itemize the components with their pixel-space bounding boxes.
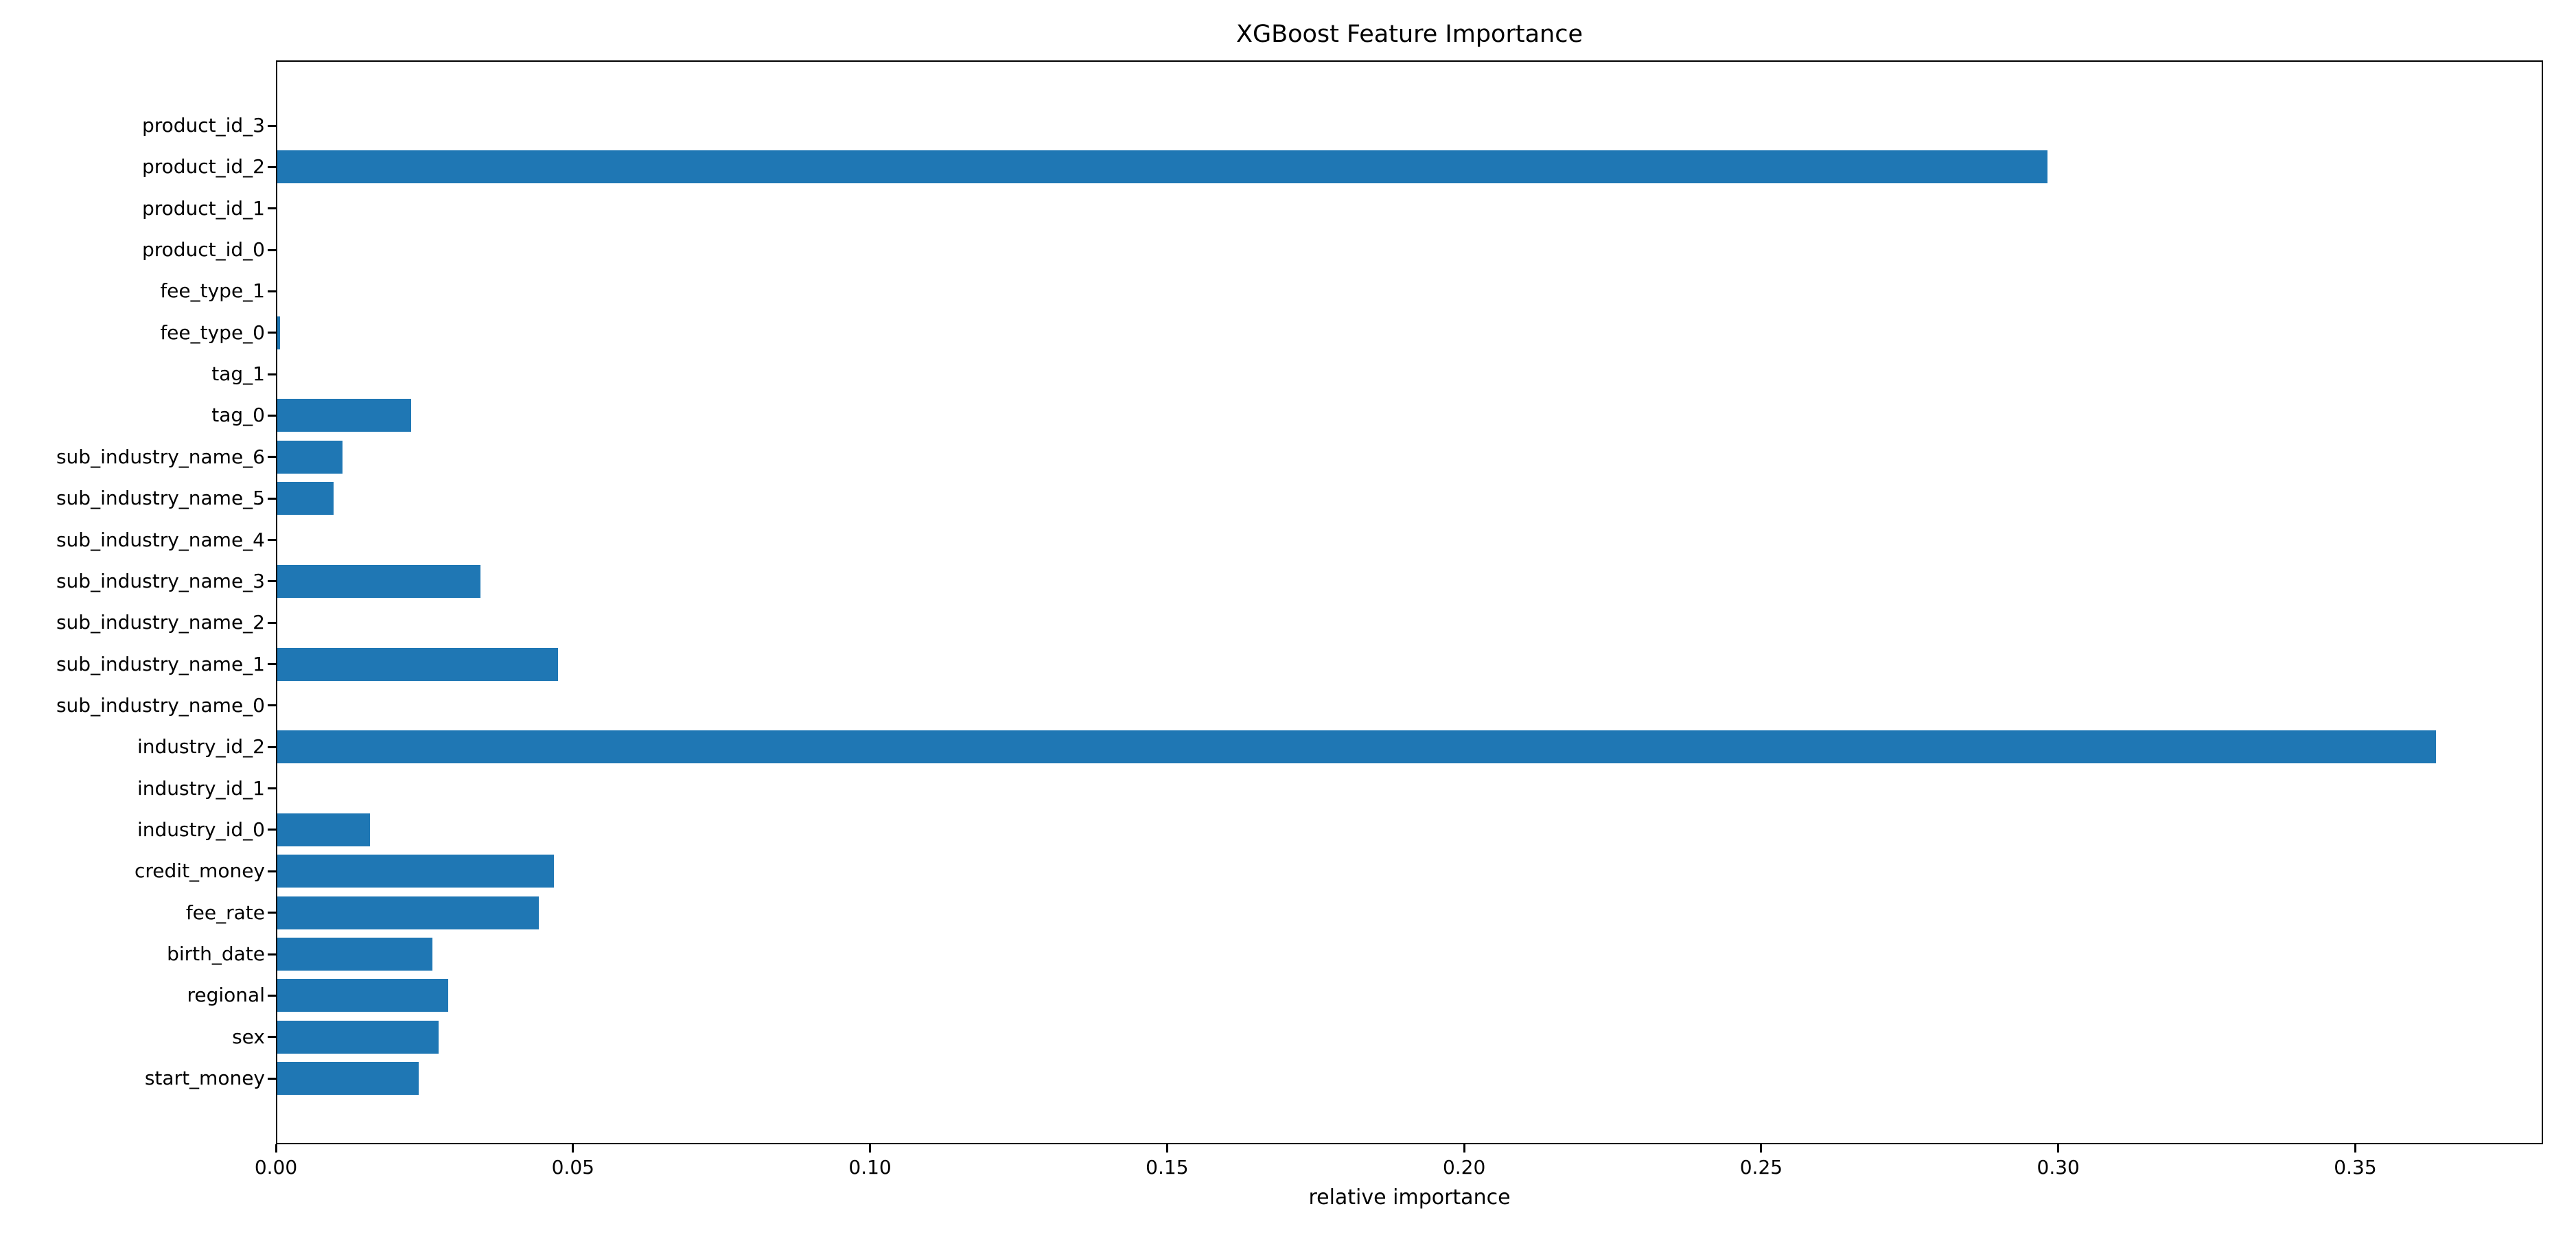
y-tick-sub_industry_name_6 [268,456,276,459]
x-tick-label-0.05: 0.05 [551,1156,594,1179]
y-tick-label-regional: regional [187,984,266,1007]
x-tick-0.00 [275,1144,277,1153]
y-tick-sub_industry_name_1 [268,663,276,666]
y-tick-label-fee_type_1: fee_type_1 [160,279,265,303]
y-tick-label-product_id_3: product_id_3 [141,114,265,137]
y-tick-label-birth_date: birth_date [167,942,265,965]
x-tick-0.15 [1165,1144,1168,1153]
y-tick-sex [268,1036,276,1039]
bar-sub_industry_name_6 [277,440,343,474]
x-tick-0.05 [572,1144,575,1153]
chart-title: XGBoost Feature Importance [1236,21,1583,48]
x-tick-0.10 [869,1144,872,1153]
y-tick-label-fee_type_0: fee_type_0 [160,321,265,344]
x-tick-label-0.30: 0.30 [2037,1156,2080,1179]
y-tick-label-sub_industry_name_2: sub_industry_name_2 [56,611,265,634]
y-tick-label-sub_industry_name_0: sub_industry_name_0 [56,693,265,717]
y-tick-start_money [268,1077,276,1080]
y-tick-label-credit_money: credit_money [135,859,265,883]
y-tick-tag_0 [268,414,276,417]
bar-sub_industry_name_3 [277,564,481,598]
y-tick-sub_industry_name_0 [268,704,276,707]
x-tick-label-0.00: 0.00 [254,1156,298,1179]
x-tick-0.20 [1463,1144,1465,1153]
y-tick-label-sub_industry_name_3: sub_industry_name_3 [56,569,265,592]
x-tick-0.25 [1760,1144,1763,1153]
y-tick-birth_date [268,953,276,956]
y-tick-credit_money [268,870,276,872]
bar-fee_type_0 [277,316,281,349]
bar-regional [277,979,449,1012]
y-tick-label-industry_id_2: industry_id_2 [137,735,265,759]
plot-area [276,60,2543,1144]
y-tick-fee_rate [268,912,276,914]
y-tick-tag_1 [268,373,276,375]
bar-credit_money [277,855,555,888]
y-tick-label-industry_id_1: industry_id_1 [137,776,265,800]
y-tick-label-product_id_1: product_id_1 [141,196,265,220]
y-tick-sub_industry_name_5 [268,497,276,500]
y-tick-label-product_id_0: product_id_0 [141,238,265,262]
y-tick-regional [268,994,276,997]
y-tick-label-product_id_2: product_id_2 [141,155,265,178]
y-tick-label-sub_industry_name_4: sub_industry_name_4 [56,528,265,551]
x-tick-0.30 [2057,1144,2060,1153]
y-tick-sub_industry_name_4 [268,539,276,541]
x-tick-label-0.25: 0.25 [1739,1156,1783,1179]
bar-start_money [277,1062,419,1096]
y-tick-sub_industry_name_3 [268,580,276,583]
y-tick-label-sub_industry_name_6: sub_industry_name_6 [56,445,265,468]
bar-sub_industry_name_1 [277,647,559,681]
x-tick-label-0.35: 0.35 [2334,1156,2377,1179]
x-tick-label-0.20: 0.20 [1442,1156,1486,1179]
bar-sex [277,1020,439,1054]
x-tick-label-0.10: 0.10 [848,1156,892,1179]
bar-industry_id_0 [277,813,371,846]
y-tick-label-industry_id_0: industry_id_0 [137,818,265,841]
x-axis-title: relative importance [1308,1185,1511,1209]
y-tick-product_id_0 [268,248,276,251]
y-tick-fee_type_1 [268,290,276,292]
y-tick-label-fee_rate: fee_rate [185,901,265,924]
y-tick-label-tag_1: tag_1 [211,362,265,386]
y-tick-product_id_2 [268,165,276,168]
bar-product_id_2 [277,150,2048,184]
y-tick-industry_id_0 [268,829,276,831]
y-tick-industry_id_1 [268,787,276,790]
bar-industry_id_2 [277,730,2436,764]
y-tick-industry_id_2 [268,745,276,748]
bar-fee_rate [277,896,539,929]
y-tick-label-sub_industry_name_5: sub_industry_name_5 [56,487,265,510]
y-tick-product_id_1 [268,207,276,210]
x-tick-0.35 [2354,1144,2356,1153]
bar-sub_industry_name_5 [277,482,334,516]
bar-birth_date [277,938,432,971]
y-tick-label-sub_industry_name_1: sub_industry_name_1 [56,652,265,675]
bar-tag_0 [277,399,411,432]
y-tick-sub_industry_name_2 [268,621,276,624]
x-tick-label-0.15: 0.15 [1146,1156,1189,1179]
y-tick-label-sex: sex [232,1025,265,1048]
y-tick-label-start_money: start_money [144,1067,265,1090]
y-tick-product_id_3 [268,124,276,127]
y-tick-label-tag_0: tag_0 [211,404,265,427]
y-tick-fee_type_0 [268,332,276,334]
